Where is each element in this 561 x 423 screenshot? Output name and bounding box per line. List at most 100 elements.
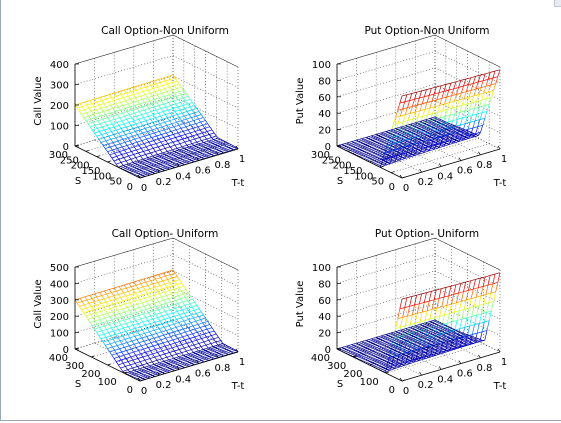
mesh-line [86, 315, 91, 317]
mesh-line [188, 96, 190, 99]
mesh-line [167, 349, 169, 352]
mesh-line [149, 305, 151, 308]
mesh-line [447, 90, 449, 97]
mesh-line [108, 312, 113, 314]
mesh-line [174, 289, 176, 292]
mesh-line [431, 128, 436, 130]
mesh-line [95, 320, 100, 322]
mesh-line [106, 105, 111, 107]
mesh-line [465, 326, 470, 327]
mesh-line [138, 287, 143, 289]
mesh-line [400, 109, 402, 116]
mesh-line [192, 155, 197, 157]
mesh-line [496, 77, 498, 84]
mesh-line [379, 364, 384, 366]
mesh-line [110, 307, 115, 309]
mesh-line [127, 170, 132, 172]
s-tick [86, 150, 89, 151]
mesh-line [160, 346, 165, 348]
mesh-line [356, 142, 361, 144]
mesh-line [108, 116, 113, 118]
mesh-line [103, 119, 105, 122]
mesh-line [121, 288, 126, 290]
mesh-line [160, 354, 165, 356]
mesh-line [195, 302, 197, 305]
mesh-line [87, 299, 92, 301]
mesh-line [111, 138, 116, 140]
mesh-line [363, 157, 368, 159]
mesh-line [205, 326, 207, 329]
mesh-line [186, 93, 188, 96]
mesh-line [92, 130, 94, 133]
mesh-line [98, 316, 100, 319]
mesh-line [477, 306, 479, 316]
mesh-line [166, 162, 171, 164]
mesh-line [93, 122, 95, 125]
mesh-line [472, 108, 474, 115]
mesh-line [129, 344, 134, 346]
mesh-line [479, 106, 484, 107]
mesh-line [364, 154, 369, 156]
mesh-line [185, 296, 190, 298]
mesh-line [90, 295, 92, 298]
mesh-line [155, 151, 157, 154]
mesh-line [165, 121, 170, 123]
mesh-line [107, 133, 109, 136]
mesh-line [104, 299, 106, 302]
mesh-line [116, 291, 118, 294]
mesh-line [146, 145, 151, 147]
mesh-line [201, 121, 206, 123]
mesh-line [180, 364, 185, 366]
mesh-line [188, 299, 193, 301]
mesh-line [95, 132, 100, 134]
mesh-line [482, 304, 484, 314]
mesh-line [459, 80, 461, 87]
mesh-line [185, 339, 190, 341]
mesh-line [349, 143, 354, 145]
mesh-line [440, 307, 442, 317]
mesh-line [121, 129, 123, 132]
mesh-line [125, 311, 130, 313]
mesh-line [162, 151, 167, 153]
mesh-line [193, 355, 198, 357]
mesh-line [204, 357, 209, 359]
mesh-line [178, 105, 183, 107]
mesh-line [119, 286, 121, 289]
mesh-line [179, 124, 184, 126]
mesh-line [471, 89, 476, 90]
mesh-line [100, 96, 105, 98]
mesh-line [426, 144, 431, 146]
mesh-line [400, 102, 405, 103]
mesh-line [122, 307, 127, 309]
mesh-line [196, 145, 201, 147]
mesh-line [396, 319, 398, 329]
mesh-line [206, 344, 211, 346]
mesh-line [141, 156, 143, 159]
mesh-line [188, 102, 193, 104]
mesh-line [472, 325, 474, 335]
mesh-line [141, 121, 146, 123]
mesh-line [148, 169, 153, 171]
mesh-line [114, 357, 119, 359]
mesh-line [168, 278, 173, 280]
mesh-line [102, 329, 107, 330]
mesh-line [138, 288, 140, 291]
mesh-line [139, 314, 144, 316]
mesh-line [471, 338, 476, 340]
mesh-line [341, 147, 346, 148]
mesh-line [405, 298, 407, 308]
mesh-line [188, 334, 193, 336]
mesh-line [153, 121, 158, 123]
mesh-line [164, 161, 169, 163]
mesh-line [462, 318, 467, 319]
mesh-line [102, 125, 107, 127]
mesh-line [103, 146, 105, 149]
mesh-line [112, 293, 114, 296]
mesh-line [157, 102, 159, 105]
mesh-line [465, 104, 467, 111]
mesh-line [163, 86, 165, 89]
mesh-line [168, 75, 173, 77]
mesh-line [109, 297, 111, 300]
mesh-line [192, 108, 197, 110]
